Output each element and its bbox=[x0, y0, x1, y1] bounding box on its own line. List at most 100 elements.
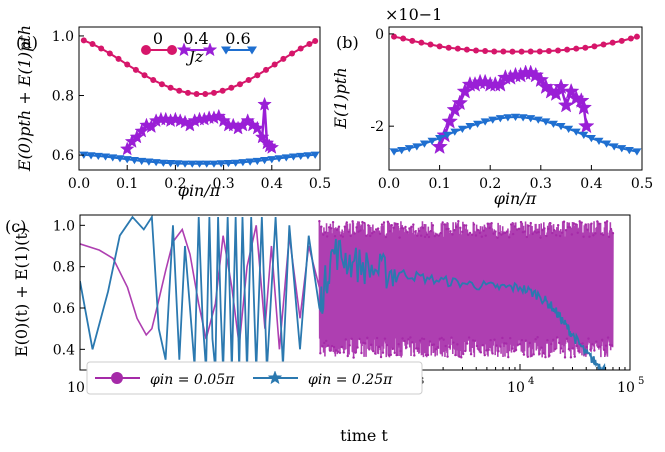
panel-a-series-2-point bbox=[115, 155, 125, 163]
panel-c-series-0-point bbox=[561, 350, 565, 353]
panel-a-xtick-label: 0.0 bbox=[68, 176, 90, 192]
panel-b: 0.0 0.1 0.2 0.3 0.4 0.5 -2 0 (b) ×10−1 φin/π E… bbox=[331, 5, 653, 208]
panel-c-series-0-point bbox=[403, 339, 406, 343]
panel-c-xtick-label: 10 bbox=[507, 380, 525, 396]
panel-c-series-0-point bbox=[356, 346, 359, 349]
panel-c-series-0-point bbox=[526, 355, 530, 358]
panel-c-series-0-point bbox=[332, 345, 336, 349]
panel-c-series-0-point bbox=[449, 230, 452, 233]
panel-a-series-0-point bbox=[254, 72, 261, 79]
panel-a-series-2-point bbox=[216, 160, 226, 168]
panel-a-ytick-label: 0.6 bbox=[52, 148, 74, 164]
panel-c-series-0-point bbox=[511, 232, 515, 236]
panel-b-series-0-point bbox=[564, 46, 571, 53]
panel-c-series-0-point bbox=[600, 232, 603, 236]
panel-c-series-0-point bbox=[433, 234, 437, 238]
panel-c-series-0-point bbox=[476, 228, 480, 232]
panel-a-xtick-label: 0.5 bbox=[309, 176, 331, 192]
panel-b-series-0-point bbox=[633, 33, 640, 40]
panel-c-series-0-line bbox=[80, 221, 614, 358]
panel-b-label: (b) bbox=[336, 33, 359, 52]
panel-c-series-0-point bbox=[587, 337, 590, 340]
panel-a-series-0-point bbox=[245, 77, 252, 84]
panel-c-series-0-point bbox=[509, 337, 512, 340]
panel-c-series-0-point bbox=[472, 223, 476, 226]
panel-c-series-0-point bbox=[473, 339, 477, 343]
panel-c-series-0-point bbox=[331, 220, 335, 224]
panel-c-series-0-point bbox=[552, 338, 555, 341]
panel-c-series-0-point bbox=[383, 337, 387, 340]
panel-c-series-0-point bbox=[541, 228, 544, 232]
panel-a-series-0-point bbox=[193, 91, 200, 98]
panel-a-xlabel: φin/π bbox=[178, 181, 221, 200]
panel-c-series-0-point bbox=[559, 347, 563, 350]
panel-c-series-0-point bbox=[415, 347, 418, 350]
panel-c-series-0-point bbox=[397, 343, 400, 346]
panel-b-series-2-point bbox=[503, 114, 513, 122]
panel-c-series-0-point bbox=[382, 221, 386, 224]
panel-c-series-0-point bbox=[350, 337, 353, 341]
panel-c-series-0-point bbox=[470, 233, 474, 236]
panel-b-series-0-point bbox=[463, 46, 470, 53]
panel-b-series-2-point bbox=[419, 140, 429, 148]
panel-c-series-0-point bbox=[422, 337, 426, 341]
panel-c-series-0-point bbox=[506, 230, 509, 233]
panel-b-series-1-point bbox=[562, 82, 580, 99]
panel-a-series-0-point bbox=[228, 84, 235, 91]
panel-c-series-0-point bbox=[478, 231, 482, 235]
panel-c-series-0-point bbox=[572, 222, 576, 225]
panel-b-series-2-point bbox=[526, 115, 536, 123]
panel-c-series-0-point bbox=[520, 339, 524, 342]
panel-c-series-0-point bbox=[495, 344, 498, 347]
panel-a-legend-marker-2b bbox=[247, 46, 257, 55]
panel-a-series-2-point bbox=[101, 153, 111, 161]
panel-c-series-0-point bbox=[396, 222, 399, 226]
panel-c-series-0-point bbox=[611, 232, 615, 235]
panel-c-series-0-point bbox=[575, 344, 578, 348]
panel-a-series-0-point bbox=[176, 87, 183, 94]
panel-c-series-0-point bbox=[507, 355, 510, 359]
panel-c-series-0-point bbox=[402, 227, 405, 230]
panel-b-series-2-point bbox=[457, 125, 467, 133]
panel-c-series-0-point bbox=[428, 340, 432, 343]
panel-b-series-2-point bbox=[579, 131, 589, 139]
panel-c-series-0-point bbox=[569, 356, 573, 359]
panel-c-series-0-point bbox=[530, 354, 533, 357]
panel-a-xtick-label: 0.3 bbox=[212, 176, 234, 192]
panel-c-series-0-point bbox=[498, 231, 501, 235]
panel-c-series-0-point bbox=[376, 227, 380, 230]
panel-b-series-0-point bbox=[627, 35, 634, 42]
panel-c-series-0-point bbox=[558, 234, 562, 238]
panel-c-series-0-point bbox=[375, 336, 379, 340]
panel-b-series-2-point bbox=[480, 118, 490, 126]
panel-c-series-0-point bbox=[430, 343, 434, 347]
panel-c-series-0-point bbox=[409, 336, 412, 339]
panel-a-series-0-point bbox=[98, 45, 105, 52]
panel-c-series-0-point bbox=[585, 345, 588, 349]
panel-a-series-2-point bbox=[86, 152, 96, 160]
panel-b-series-2-point bbox=[397, 147, 407, 155]
panel-c-series-0-point bbox=[598, 222, 601, 225]
panel-c-series-0-point bbox=[431, 224, 435, 227]
panel-b-series-1-point bbox=[547, 85, 565, 101]
panel-c-series-0-point bbox=[452, 341, 455, 344]
panel-c-series-0-point bbox=[457, 220, 460, 223]
panel-c-series-0-point bbox=[515, 228, 519, 231]
panel-c-series-0-point bbox=[596, 220, 599, 223]
panel-c-series-0-point bbox=[584, 223, 587, 226]
panel-c-series-0-point bbox=[458, 355, 461, 358]
panel-c-series-0-point bbox=[553, 229, 556, 232]
panel-c-series-0-point bbox=[564, 229, 568, 232]
panel-c-series-0-point bbox=[435, 233, 439, 236]
panel-c-series-0-point bbox=[465, 342, 469, 345]
panel-c-series-0-point bbox=[400, 226, 403, 230]
panel-c-series-0-point bbox=[335, 228, 339, 231]
panel-c-series-0-point bbox=[406, 230, 409, 234]
panel-c-series-0-point bbox=[555, 336, 559, 339]
panel-b-series-2-point bbox=[495, 115, 505, 123]
panel-a-series-2-point bbox=[202, 160, 212, 168]
panel-a-series-0-point bbox=[106, 50, 113, 57]
panel-c-series-0-point bbox=[338, 351, 342, 354]
panel-c-series-0-point bbox=[429, 229, 433, 233]
panel-c-series-0-point bbox=[368, 348, 371, 351]
